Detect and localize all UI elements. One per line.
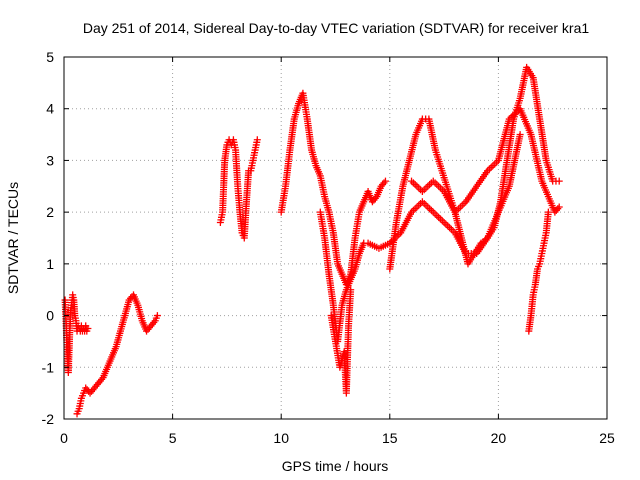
x-tick-label: 10 bbox=[273, 430, 289, 446]
data-point bbox=[381, 177, 389, 185]
x-tick-label: 20 bbox=[491, 430, 507, 446]
series-arc-7 bbox=[525, 208, 552, 335]
y-tick-label: 3 bbox=[46, 152, 54, 168]
x-axis-label: GPS time / hours bbox=[282, 458, 389, 474]
series-arc-5 bbox=[327, 286, 355, 397]
chart-title: Day 251 of 2014, Sidereal Day-to-day VTE… bbox=[83, 20, 589, 36]
data-point bbox=[84, 325, 92, 332]
y-tick-label: -2 bbox=[42, 411, 55, 427]
y-tick-label: 5 bbox=[46, 49, 54, 65]
grid-lines bbox=[64, 57, 607, 419]
data-point bbox=[555, 203, 563, 211]
data-point bbox=[516, 131, 524, 139]
series-arc-2 bbox=[73, 291, 161, 418]
x-tick-label: 0 bbox=[60, 430, 68, 446]
data-point bbox=[555, 177, 563, 185]
y-tick-label: 1 bbox=[46, 256, 54, 272]
data-point bbox=[153, 312, 161, 320]
y-tick-label: 0 bbox=[46, 308, 54, 324]
y-tick-label: 4 bbox=[46, 101, 54, 117]
plot-frame bbox=[63, 56, 608, 420]
series-arc-1 bbox=[61, 291, 92, 376]
x-tick-label: 25 bbox=[599, 430, 615, 446]
series-arc-6-lower bbox=[408, 105, 563, 216]
x-tick-label: 15 bbox=[382, 430, 398, 446]
data-points bbox=[61, 63, 563, 418]
series-arc-4-upper bbox=[277, 89, 389, 289]
data-point bbox=[253, 136, 261, 144]
y-axis-label: SDTVAR / TECUs bbox=[5, 182, 21, 294]
series-arc-3 bbox=[216, 136, 261, 242]
data-point bbox=[347, 286, 355, 294]
y-tick-label: 2 bbox=[46, 204, 54, 220]
data-point bbox=[544, 208, 552, 216]
x-tick-label: 5 bbox=[169, 430, 177, 446]
y-tick-label: -1 bbox=[42, 359, 55, 375]
axis-ticks: 0 5 10 15 20 25 -2 -1 0 1 2 3 4 5 bbox=[42, 49, 615, 446]
